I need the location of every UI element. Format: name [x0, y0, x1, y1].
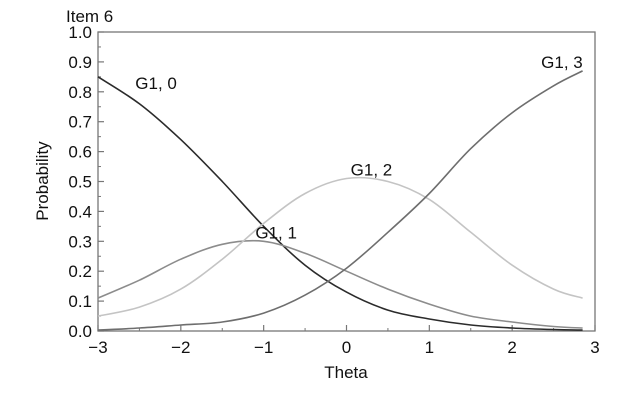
y-tick-label: 0.8	[68, 83, 92, 102]
y-tick-label: 0.3	[68, 232, 92, 251]
y-tick-label: 0.2	[68, 262, 92, 281]
y-tick-label: 1.0	[68, 23, 92, 42]
y-tick-label: 0.9	[68, 53, 92, 72]
curve-label: G1, 2	[351, 161, 393, 180]
y-tick-label: 0.0	[68, 322, 92, 341]
y-axis: 0.0 0.1 0.2 0.3 0.4 0.5 0.6 0.7 0.8 0.9 1.0	[68, 23, 104, 341]
y-tick-label: 0.4	[68, 202, 92, 221]
x-tick-label: −2	[171, 338, 190, 357]
x-axis: −3 −2 −1 0 1 2 3	[88, 325, 600, 357]
series-line-0	[97, 76, 583, 331]
x-tick-label: 0	[342, 338, 351, 357]
y-tick-label: 0.6	[68, 143, 92, 162]
curve-label: G1, 1	[255, 223, 297, 242]
y-tick-label: 0.5	[68, 173, 92, 192]
annotation-layer: G1, 0 G1, 1 G1, 2 G1, 3	[135, 53, 582, 242]
y-axis-label: Probability	[33, 141, 52, 221]
series-line-2	[97, 176, 583, 317]
x-tick-label: 2	[507, 338, 516, 357]
y-tick-label: 0.1	[68, 292, 92, 311]
x-tick-label: −3	[88, 338, 107, 357]
curve-label: G1, 0	[135, 74, 177, 93]
x-tick-label: 3	[590, 338, 599, 357]
series-layer	[97, 70, 583, 331]
series-line-1	[97, 239, 583, 329]
x-tick-label: −1	[254, 338, 273, 357]
y-tick-label: 0.7	[68, 113, 92, 132]
curve-label: G1, 3	[541, 53, 583, 72]
x-axis-label: Theta	[324, 363, 368, 382]
series-line-3	[97, 70, 583, 331]
x-tick-label: 1	[425, 338, 434, 357]
chart-title: Item 6	[66, 7, 113, 26]
